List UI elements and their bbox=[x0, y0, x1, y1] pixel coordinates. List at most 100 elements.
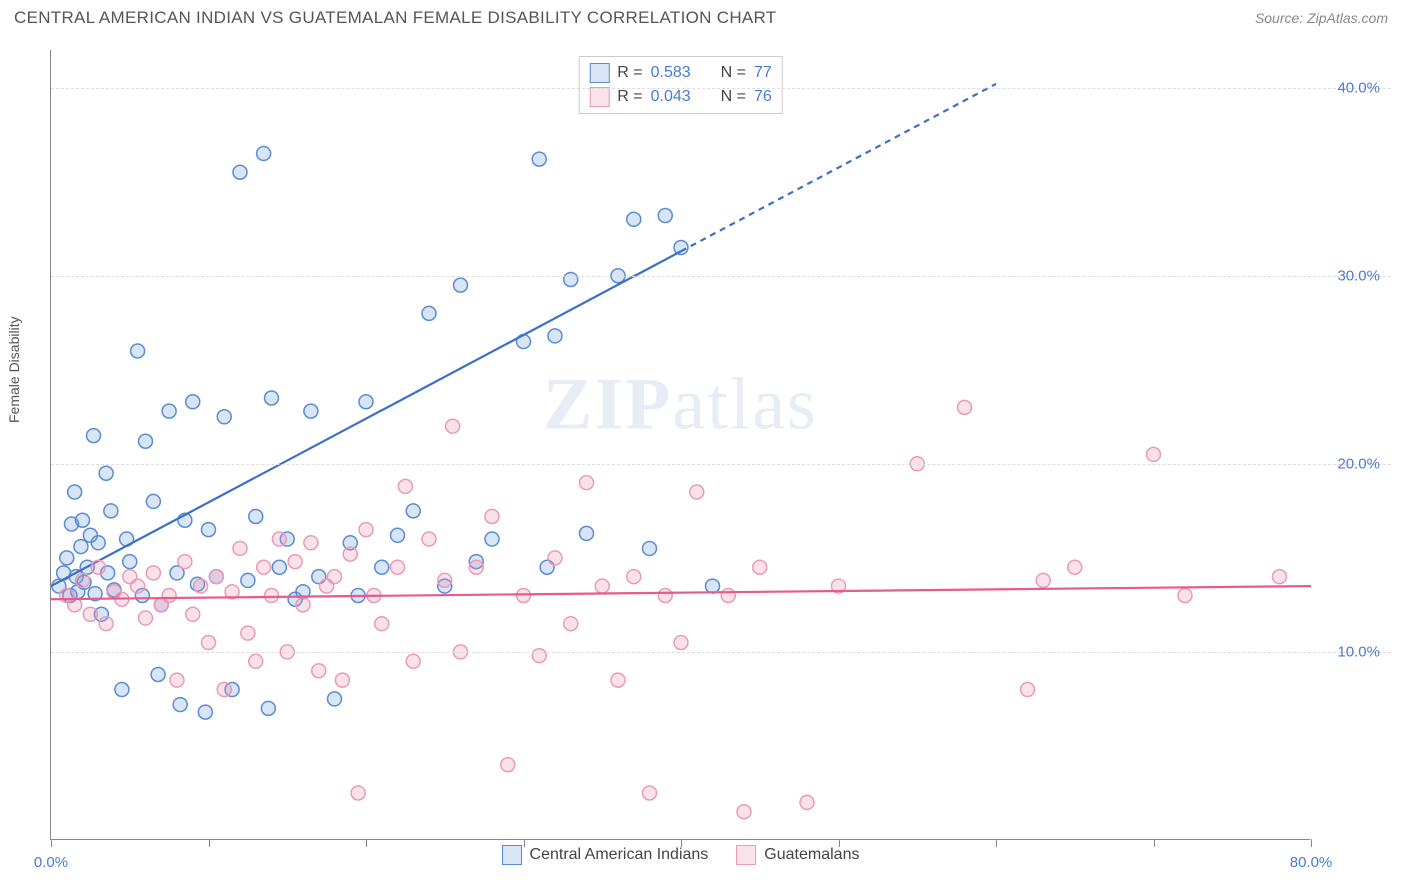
scatter-point bbox=[351, 786, 365, 800]
scatter-point bbox=[178, 555, 192, 569]
scatter-point bbox=[721, 588, 735, 602]
scatter-point bbox=[485, 509, 499, 523]
scatter-point bbox=[170, 673, 184, 687]
scatter-point bbox=[257, 146, 271, 160]
scatter-plot-svg bbox=[51, 50, 1311, 840]
scatter-point bbox=[99, 617, 113, 631]
legend-swatch bbox=[589, 63, 609, 83]
scatter-point bbox=[359, 395, 373, 409]
scatter-point bbox=[265, 588, 279, 602]
legend-r-label: R = bbox=[617, 88, 642, 106]
scatter-point bbox=[194, 579, 208, 593]
scatter-point bbox=[131, 579, 145, 593]
scatter-point bbox=[91, 536, 105, 550]
scatter-point bbox=[391, 528, 405, 542]
scatter-point bbox=[123, 555, 137, 569]
scatter-point bbox=[76, 513, 90, 527]
scatter-point bbox=[359, 523, 373, 537]
legend-correlation-row: R =0.583N =77 bbox=[589, 61, 771, 85]
scatter-point bbox=[1273, 570, 1287, 584]
scatter-point bbox=[312, 664, 326, 678]
scatter-point bbox=[241, 626, 255, 640]
legend-series: Central American IndiansGuatemalans bbox=[502, 845, 860, 865]
chart-header: CENTRAL AMERICAN INDIAN VS GUATEMALAN FE… bbox=[0, 0, 1406, 32]
scatter-point bbox=[658, 209, 672, 223]
scatter-point bbox=[151, 667, 165, 681]
scatter-point bbox=[517, 588, 531, 602]
legend-r-value: 0.583 bbox=[651, 64, 705, 82]
x-tick-label: 0.0% bbox=[34, 854, 68, 871]
scatter-point bbox=[406, 654, 420, 668]
scatter-point bbox=[548, 329, 562, 343]
legend-swatch bbox=[502, 845, 522, 865]
scatter-point bbox=[564, 617, 578, 631]
scatter-point bbox=[595, 579, 609, 593]
scatter-point bbox=[706, 579, 720, 593]
scatter-point bbox=[87, 429, 101, 443]
scatter-point bbox=[548, 551, 562, 565]
scatter-point bbox=[501, 758, 515, 772]
scatter-point bbox=[217, 410, 231, 424]
y-tick-label: 30.0% bbox=[1337, 267, 1380, 284]
legend-n-label: N = bbox=[721, 64, 746, 82]
scatter-point bbox=[202, 523, 216, 537]
gridline-h bbox=[51, 88, 1391, 89]
scatter-point bbox=[1068, 560, 1082, 574]
y-tick-label: 40.0% bbox=[1337, 79, 1380, 96]
scatter-point bbox=[173, 698, 187, 712]
x-tick bbox=[366, 839, 367, 847]
scatter-point bbox=[328, 570, 342, 584]
scatter-point bbox=[296, 598, 310, 612]
legend-swatch bbox=[736, 845, 756, 865]
plot-area: ZIPatlas R =0.583N =77R =0.043N =76 Cent… bbox=[50, 50, 1310, 840]
scatter-point bbox=[272, 532, 286, 546]
scatter-point bbox=[139, 611, 153, 625]
scatter-point bbox=[249, 509, 263, 523]
gridline-h bbox=[51, 464, 1391, 465]
scatter-point bbox=[76, 573, 90, 587]
chart-title: CENTRAL AMERICAN INDIAN VS GUATEMALAN FE… bbox=[14, 8, 777, 28]
scatter-point bbox=[375, 617, 389, 631]
scatter-point bbox=[627, 212, 641, 226]
scatter-point bbox=[1021, 683, 1035, 697]
legend-series-label: Guatemalans bbox=[764, 846, 859, 864]
scatter-point bbox=[304, 404, 318, 418]
x-tick bbox=[1311, 839, 1312, 847]
scatter-point bbox=[233, 165, 247, 179]
x-tick bbox=[51, 839, 52, 847]
scatter-point bbox=[1178, 588, 1192, 602]
gridline-h bbox=[51, 276, 1391, 277]
scatter-point bbox=[737, 805, 751, 819]
scatter-point bbox=[91, 560, 105, 574]
scatter-point bbox=[532, 649, 546, 663]
scatter-point bbox=[391, 560, 405, 574]
scatter-point bbox=[674, 636, 688, 650]
scatter-point bbox=[139, 434, 153, 448]
scatter-point bbox=[627, 570, 641, 584]
scatter-point bbox=[104, 504, 118, 518]
x-tick bbox=[996, 839, 997, 847]
scatter-point bbox=[422, 306, 436, 320]
scatter-point bbox=[146, 566, 160, 580]
legend-r-value: 0.043 bbox=[651, 88, 705, 106]
legend-n-value: 76 bbox=[754, 88, 772, 106]
scatter-point bbox=[643, 786, 657, 800]
scatter-point bbox=[398, 479, 412, 493]
chart-source: Source: ZipAtlas.com bbox=[1255, 10, 1388, 26]
scatter-point bbox=[162, 404, 176, 418]
x-tick bbox=[839, 839, 840, 847]
scatter-point bbox=[202, 636, 216, 650]
scatter-point bbox=[272, 560, 286, 574]
scatter-point bbox=[265, 391, 279, 405]
scatter-point bbox=[564, 272, 578, 286]
scatter-point bbox=[68, 485, 82, 499]
scatter-point bbox=[162, 588, 176, 602]
scatter-point bbox=[343, 547, 357, 561]
scatter-point bbox=[446, 419, 460, 433]
scatter-point bbox=[469, 560, 483, 574]
scatter-point bbox=[611, 673, 625, 687]
scatter-point bbox=[454, 278, 468, 292]
scatter-point bbox=[1147, 447, 1161, 461]
scatter-point bbox=[74, 540, 88, 554]
trendline bbox=[51, 586, 1311, 599]
